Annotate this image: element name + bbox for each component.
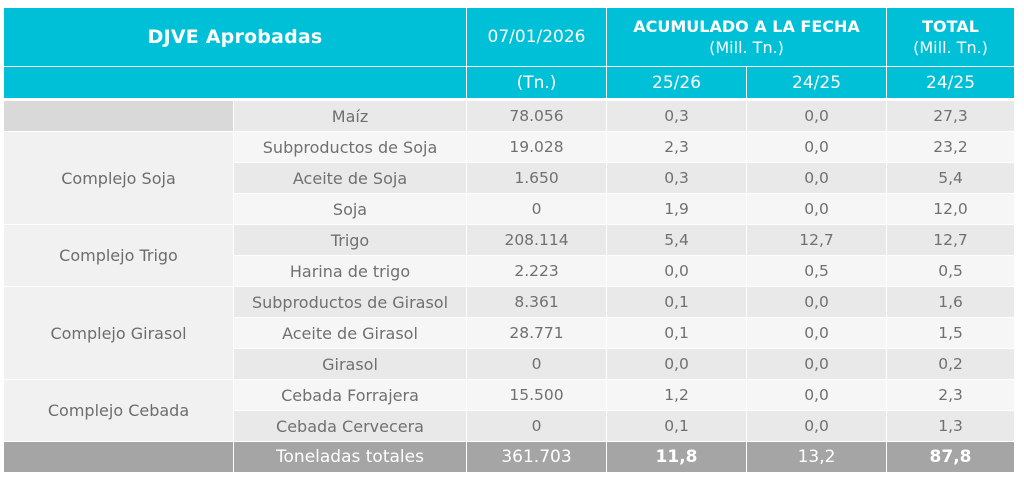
- totals-empty-cell: [3, 441, 234, 473]
- acum-25-26-cell: 1,9: [606, 193, 748, 225]
- table-row: Soja 0 1,9 0,0 12,0: [4, 193, 1016, 225]
- acum-25-26-cell: 2,3: [606, 131, 748, 163]
- table-row: Complejo Soja Subproductos de Soja 19.02…: [3, 131, 1016, 225]
- acum-24-25-cell: 0,0: [746, 348, 888, 380]
- total-cell: 1,6: [886, 286, 1016, 318]
- group-cell-empty: [3, 99, 234, 132]
- table-row: Complejo Girasol Subproductos de Girasol…: [3, 286, 1016, 380]
- header-acumulado-unit: (Mill. Tn.): [709, 38, 784, 57]
- acum-24-25-cell: 12,7: [746, 224, 888, 256]
- totals-tn: 361.703: [466, 441, 608, 473]
- acum-25-26-cell: 1,2: [606, 379, 748, 411]
- table-row: Complejo Trigo Trigo 208.114 5,4 12,7 12…: [3, 224, 1016, 287]
- total-cell: 23,2: [886, 131, 1016, 163]
- acum-24-25-cell: 0,5: [746, 255, 888, 287]
- acum-25-26-cell: 0,1: [606, 317, 748, 349]
- acum-25-26-cell: 0,0: [606, 348, 748, 380]
- table-row: Complejo Cebada Cebada Forrajera 15.500 …: [3, 379, 1016, 442]
- total-cell: 1,5: [886, 317, 1016, 349]
- tn-cell: 78.056: [466, 99, 608, 132]
- table-row: Harina de trigo 2.223 0,0 0,5 0,5: [4, 255, 1016, 287]
- totals-acum-25-26: 11,8: [606, 441, 748, 473]
- tn-cell: 28.771: [466, 317, 608, 349]
- acum-24-25-cell: 0,0: [746, 99, 888, 132]
- product-cell: Aceite de Girasol: [232, 317, 468, 349]
- header-date: 07/01/2026: [466, 7, 608, 67]
- acum-24-25-cell: 0,0: [746, 379, 888, 411]
- tn-cell: 0: [466, 193, 608, 225]
- header-col-total-24-25: 24/25: [886, 66, 1016, 101]
- totals-total: 87,8: [886, 441, 1016, 473]
- product-cell: Soja: [232, 193, 468, 225]
- acum-25-26-cell: 0,1: [606, 410, 748, 442]
- acum-24-25-cell: 0,0: [746, 286, 888, 318]
- group-cell-soja: Complejo Soja: [3, 131, 234, 225]
- header-acumulado-label: ACUMULADO A LA FECHA: [633, 17, 860, 36]
- group-cell-trigo: Complejo Trigo: [3, 224, 234, 287]
- total-cell: 27,3: [886, 99, 1016, 132]
- product-cell: Harina de trigo: [232, 255, 468, 287]
- acum-24-25-cell: 0,0: [746, 410, 888, 442]
- product-cell: Cebada Cervecera: [232, 410, 468, 442]
- table-row: Girasol 0 0,0 0,0 0,2: [4, 348, 1016, 380]
- total-cell: 12,7: [886, 224, 1016, 256]
- acum-25-26-cell: 5,4: [606, 224, 748, 256]
- acum-24-25-cell: 0,0: [746, 162, 888, 194]
- table-row: Cebada Cervecera 0 0,1 0,0 1,3: [4, 410, 1016, 442]
- tn-cell: 15.500: [466, 379, 608, 411]
- total-cell: 0,2: [886, 348, 1016, 380]
- total-cell: 5,4: [886, 162, 1016, 194]
- total-cell: 1,3: [886, 410, 1016, 442]
- acum-25-26-cell: 0,1: [606, 286, 748, 318]
- totals-label: Toneladas totales: [232, 441, 468, 473]
- acum-25-26-cell: 0,3: [606, 162, 748, 194]
- product-cell: Trigo: [232, 224, 468, 256]
- acum-25-26-cell: 0,0: [606, 255, 748, 287]
- acum-24-25-cell: 0,0: [746, 193, 888, 225]
- header-col-25-26: 25/26: [606, 66, 748, 101]
- group-cell-cebada: Complejo Cebada: [3, 379, 234, 442]
- total-cell: 0,5: [886, 255, 1016, 287]
- tn-cell: 19.028: [466, 131, 608, 163]
- acum-24-25-cell: 0,0: [746, 317, 888, 349]
- acum-25-26-cell: 0,3: [606, 99, 748, 132]
- table-row: Maíz 78.056 0,3 0,0 27,3: [3, 99, 1016, 132]
- product-cell: Maíz: [232, 99, 468, 132]
- product-cell: Cebada Forrajera: [232, 379, 468, 411]
- acum-24-25-cell: 0,0: [746, 131, 888, 163]
- group-cell-girasol: Complejo Girasol: [3, 286, 234, 380]
- tn-cell: 0: [466, 348, 608, 380]
- header-date-unit: (Tn.): [466, 66, 608, 101]
- header-acumulado: ACUMULADO A LA FECHA (Mill. Tn.): [606, 7, 888, 67]
- tn-cell: 8.361: [466, 286, 608, 318]
- header-spacer: [2, 66, 468, 101]
- tn-cell: 208.114: [466, 224, 608, 256]
- product-cell: Aceite de Soja: [232, 162, 468, 194]
- product-cell: Subproductos de Girasol: [232, 286, 468, 318]
- header-total: TOTAL (Mill. Tn.): [886, 7, 1016, 67]
- total-cell: 2,3: [886, 379, 1016, 411]
- product-cell: Girasol: [232, 348, 468, 380]
- table-row: Aceite de Soja 1.650 0,3 0,0 5,4: [4, 162, 1016, 194]
- header-total-unit: (Mill. Tn.): [913, 38, 988, 57]
- djve-table-container: DJVE Aprobadas 07/01/2026 ACUMULADO A LA…: [2, 7, 1016, 473]
- table-row: Aceite de Girasol 28.771 0,1 0,0 1,5: [4, 317, 1016, 349]
- djve-table: DJVE Aprobadas 07/01/2026 ACUMULADO A LA…: [2, 7, 1016, 473]
- totals-row: Toneladas totales 361.703 11,8 13,2 87,8: [3, 441, 1016, 473]
- product-cell: Subproductos de Soja: [232, 131, 468, 163]
- tn-cell: 2.223: [466, 255, 608, 287]
- header-col-24-25: 24/25: [746, 66, 888, 101]
- header-total-label: TOTAL: [922, 17, 979, 36]
- total-cell: 12,0: [886, 193, 1016, 225]
- tn-cell: 0: [466, 410, 608, 442]
- table-title: DJVE Aprobadas: [2, 7, 468, 67]
- tn-cell: 1.650: [466, 162, 608, 194]
- totals-acum-24-25: 13,2: [746, 441, 888, 473]
